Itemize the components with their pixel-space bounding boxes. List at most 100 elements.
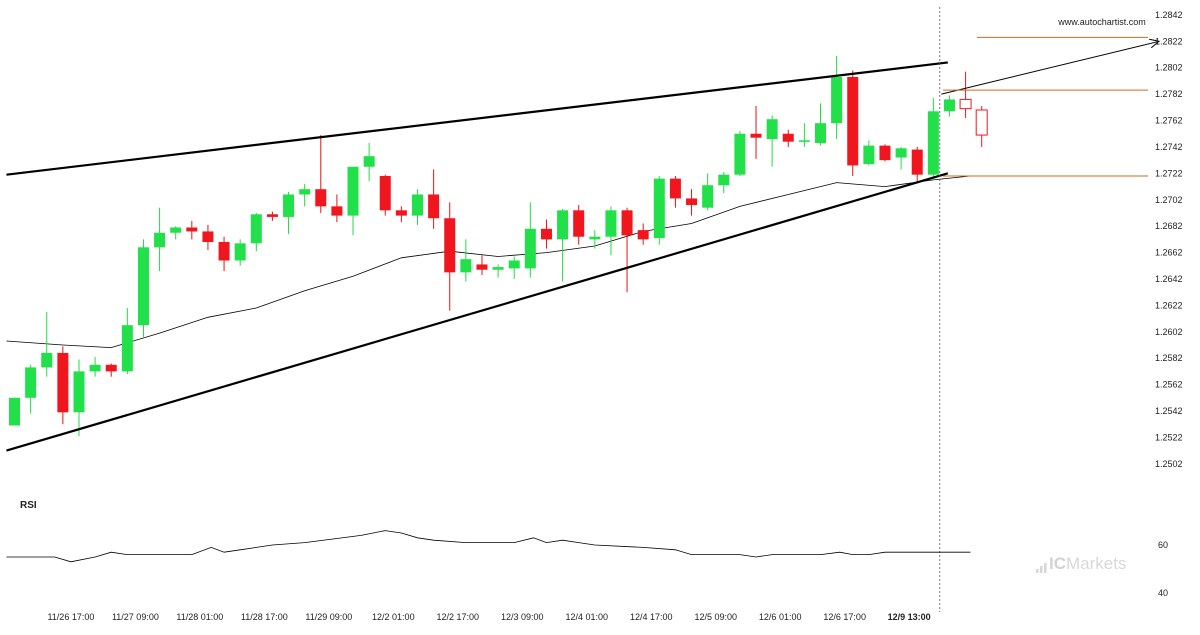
bearish-candle — [202, 231, 214, 242]
bullish-candle — [653, 178, 665, 239]
bearish-candle — [621, 210, 633, 236]
x-tick-label: 12/6 17:00 — [823, 612, 866, 622]
bullish-candle — [9, 397, 20, 426]
bullish-candle — [170, 227, 182, 233]
bullish-candle — [815, 123, 826, 143]
bearish-candle — [379, 175, 391, 211]
y-tick-label: 1.2802 — [1155, 63, 1183, 73]
bullish-candle — [89, 364, 101, 372]
bullish-candle — [702, 185, 714, 208]
bullish-candle — [492, 267, 504, 270]
bearish-candle — [331, 206, 343, 216]
rsi-label: RSI — [20, 500, 37, 511]
bullish-candle — [137, 247, 149, 326]
bearish-candle — [395, 210, 407, 216]
bearish-candle — [57, 352, 69, 413]
bullish-candle — [589, 236, 601, 240]
bullish-candle — [734, 133, 746, 175]
bearish-candle — [540, 228, 552, 240]
bearish-candle — [266, 214, 278, 217]
bearish-candle — [847, 76, 859, 166]
y-tick-label: 1.2602 — [1155, 327, 1183, 337]
bullish-candle — [121, 325, 133, 372]
bullish-candle — [508, 260, 520, 269]
bearish-candle — [218, 242, 230, 261]
brand-markets-text: Markets — [1066, 554, 1126, 573]
bullish-candle — [154, 232, 166, 248]
bullish-candle — [557, 210, 569, 240]
bearish-candle — [782, 133, 794, 142]
bullish-candle — [943, 99, 955, 112]
bearish-candle — [573, 210, 585, 237]
bearish-candle — [686, 198, 698, 206]
bearish-candle — [669, 178, 681, 199]
bullish-candle — [718, 174, 730, 186]
x-tick-label: 12/2 01:00 — [372, 612, 415, 622]
bearish-candle — [428, 194, 440, 219]
bullish-candle — [895, 148, 907, 158]
y-tick-label: 1.2842 — [1155, 10, 1183, 20]
x-tick-label: 11/27 09:00 — [112, 612, 159, 622]
icmarkets-logo: ICMarkets — [1036, 554, 1126, 573]
y-tick-label: 1.2522 — [1155, 432, 1183, 442]
y-tick-label: 1.2722 — [1155, 168, 1183, 178]
logo-bar-icon — [1044, 563, 1047, 573]
x-tick-label: 12/2 17:00 — [437, 612, 480, 622]
y-tick-label: 1.2622 — [1155, 300, 1183, 310]
bullish-candle — [927, 111, 939, 175]
bearish-candle — [186, 227, 198, 232]
bullish-candle — [250, 214, 262, 244]
y-tick-label: 1.2542 — [1155, 406, 1183, 416]
y-tick-label: 1.2662 — [1155, 248, 1183, 258]
bullish-candle — [524, 228, 536, 269]
rsi-tick-label: 40 — [1158, 588, 1168, 598]
bullish-candle — [766, 119, 778, 140]
y-tick-label: 1.2742 — [1155, 142, 1183, 152]
autochartist-watermark: www.autochartist.com — [1057, 17, 1146, 27]
brand-ic-text: IC — [1049, 554, 1066, 573]
bullish-candle — [234, 243, 246, 261]
bullish-candle — [412, 194, 423, 216]
moving-average-line — [6, 175, 971, 349]
bearish-candle — [750, 133, 762, 138]
y-tick-label: 1.2502 — [1155, 459, 1183, 469]
bullish-candle — [863, 145, 875, 165]
x-tick-label: 12/3 09:00 — [501, 612, 544, 622]
bearish-candle — [637, 230, 649, 240]
forecast-candle-body — [975, 109, 988, 136]
y-tick-label: 1.2822 — [1155, 36, 1183, 46]
bearish-candle — [105, 364, 117, 372]
y-tick-label: 1.2682 — [1155, 221, 1183, 231]
bullish-candle — [283, 194, 295, 217]
x-tick-label: 12/6 01:00 — [759, 612, 802, 622]
x-tick-label: 12/5 09:00 — [694, 612, 737, 622]
bullish-candle — [363, 156, 375, 167]
y-tick-label: 1.2642 — [1155, 274, 1183, 284]
bullish-candle — [25, 367, 37, 398]
bullish-candle — [831, 76, 843, 124]
bullish-candle — [41, 352, 53, 368]
logo-bar-icon — [1036, 569, 1039, 573]
rsi-line — [6, 530, 971, 563]
x-tick-label: 12/9 13:00 — [888, 612, 931, 622]
bullish-candle — [299, 189, 311, 195]
bearish-candle — [315, 189, 327, 207]
x-tick-label: 11/29 09:00 — [305, 612, 352, 622]
bearish-candle — [476, 264, 488, 270]
x-tick-label: 12/4 01:00 — [565, 612, 608, 622]
bearish-candle — [879, 145, 891, 161]
upper-channel-trendline — [6, 61, 948, 176]
bullish-candle — [73, 371, 85, 413]
bearish-candle — [911, 149, 923, 175]
x-tick-label: 11/28 01:00 — [176, 612, 223, 622]
x-tick-label: 12/4 17:00 — [630, 612, 673, 622]
bullish-candle — [460, 259, 472, 273]
y-tick-label: 1.2562 — [1155, 380, 1183, 390]
icmarkets-wordmark: ICMarkets — [1049, 554, 1126, 573]
bullish-candle — [347, 166, 359, 216]
y-tick-label: 1.2762 — [1155, 116, 1183, 126]
x-tick-label: 11/28 17:00 — [241, 612, 288, 622]
logo-bar-icon — [1040, 566, 1043, 573]
